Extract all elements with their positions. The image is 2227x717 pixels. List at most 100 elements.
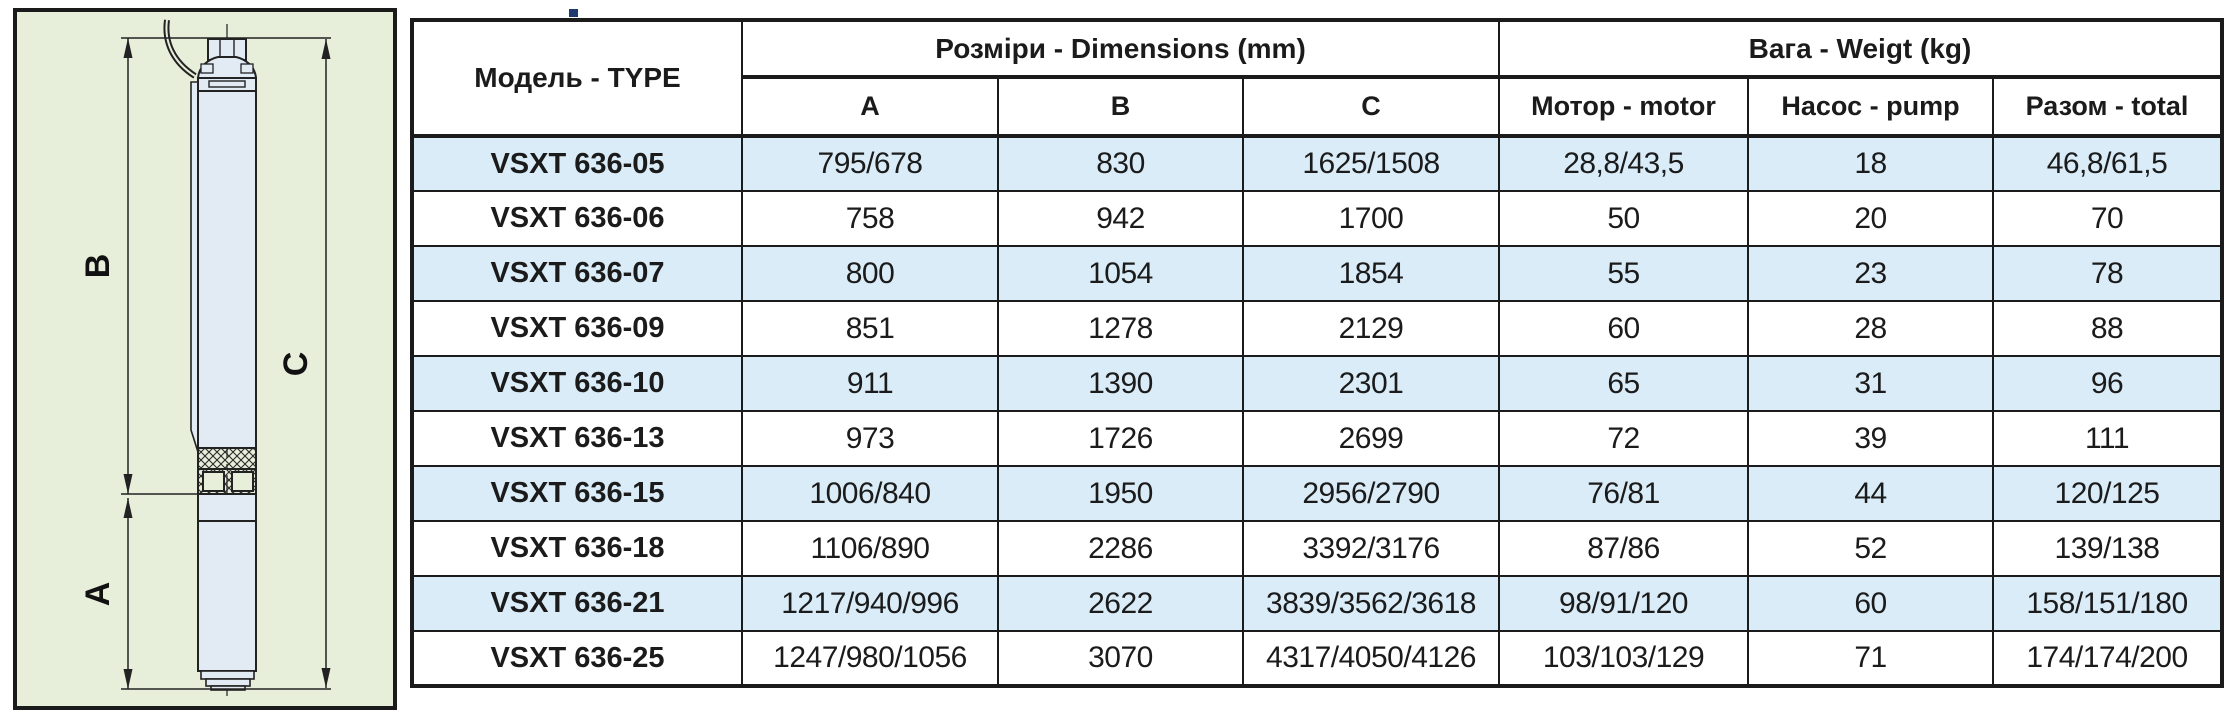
- cell-motor: 103/103/129: [1498, 630, 1749, 687]
- cell-motor: 98/91/120: [1498, 575, 1749, 632]
- cell-motor: 87/86: [1498, 520, 1749, 577]
- cell-pump: 71: [1747, 630, 1994, 687]
- header-col-b: B: [997, 76, 1244, 138]
- arrow-a-bottom: [123, 669, 133, 689]
- cell-c: 1854: [1242, 245, 1500, 302]
- motor-base-step2: [205, 678, 251, 687]
- pump-dimension-diagram: B A C: [13, 8, 397, 710]
- cell-b: 1390: [997, 355, 1244, 412]
- table-row: VSXT 636-18 1106/890 2286 3392/3176 87/86 52 1…: [411, 520, 2224, 577]
- cell-c: 3392/3176: [1242, 520, 1500, 577]
- cell-motor: 60: [1498, 300, 1749, 357]
- cell-motor: 50: [1498, 190, 1749, 247]
- cell-b: 3070: [997, 630, 1244, 687]
- intake-port-right: [231, 471, 254, 492]
- header-col-total: Разом - total: [1991, 76, 2224, 138]
- intake-port-left: [202, 471, 225, 492]
- table-row: VSXT 636-05 795/678 830 1625/1508 28,8/43,5 1…: [411, 135, 2224, 192]
- header-col-a: A: [741, 76, 999, 138]
- cell-c: 1625/1508: [1242, 135, 1500, 192]
- discharge-plate: [197, 77, 257, 92]
- cell-pump: 23: [1747, 245, 1994, 302]
- cell-model: VSXT 636-18: [411, 520, 743, 577]
- cell-c: 2956/2790: [1242, 465, 1500, 522]
- cell-pump: 20: [1747, 190, 1994, 247]
- cell-a: 1006/840: [741, 465, 999, 522]
- cell-b: 2622: [997, 575, 1244, 632]
- cell-b: 1950: [997, 465, 1244, 522]
- cell-motor: 76/81: [1498, 465, 1749, 522]
- pump-body-upper: [197, 90, 257, 449]
- dim-label-b: B: [79, 254, 117, 279]
- table-row: VSXT 636-09 851 1278 2129 60 28 88: [411, 300, 2224, 357]
- cell-total: 96: [1991, 355, 2224, 412]
- cell-c: 2699: [1242, 410, 1500, 467]
- arrow-c-top: [321, 39, 331, 59]
- head-lug-right: [240, 63, 254, 74]
- header-sub-row: A B C Мотор - motor Насос - pump Разом -…: [412, 76, 2224, 138]
- motor-base-step3: [210, 685, 246, 691]
- strainer-band: [197, 447, 257, 470]
- cell-total: 111: [1991, 410, 2224, 467]
- cell-a: 758: [741, 190, 999, 247]
- cell-a: 1106/890: [741, 520, 999, 577]
- cell-total: 88: [1991, 300, 2224, 357]
- table-row: VSXT 636-25 1247/980/1056 3070 4317/4050/41…: [411, 630, 2224, 687]
- cell-c: 1700: [1242, 190, 1500, 247]
- motor-body: [197, 520, 257, 672]
- table-row: VSXT 636-06 758 942 1700 50 20 70: [411, 190, 2224, 247]
- motor-base-step1: [200, 670, 255, 680]
- cell-model: VSXT 636-06: [411, 190, 743, 247]
- pump-spec-table: Модель - TYPE Розміри - Dimensions (mm) …: [410, 18, 2225, 688]
- cell-model: VSXT 636-05: [411, 135, 743, 192]
- table-row: VSXT 636-07 800 1054 1854 55 23 78: [411, 245, 2224, 302]
- cell-b: 942: [997, 190, 1244, 247]
- cell-total: 174/174/200: [1991, 630, 2224, 687]
- cell-b: 830: [997, 135, 1244, 192]
- arrow-c-bottom: [321, 668, 331, 688]
- cell-model: VSXT 636-13: [411, 410, 743, 467]
- cell-a: 1217/940/996: [741, 575, 999, 632]
- cell-a: 851: [741, 300, 999, 357]
- cell-pump: 44: [1747, 465, 1994, 522]
- cell-pump: 39: [1747, 410, 1994, 467]
- cell-model: VSXT 636-10: [411, 355, 743, 412]
- cell-model: VSXT 636-07: [411, 245, 743, 302]
- cell-pump: 60: [1747, 575, 1994, 632]
- cell-total: 70: [1991, 190, 2224, 247]
- cell-c: 4317/4050/4126: [1242, 630, 1500, 687]
- cell-pump: 28: [1747, 300, 1994, 357]
- cell-a: 973: [741, 410, 999, 467]
- cell-total: 158/151/180: [1991, 575, 2224, 632]
- cell-c: 2301: [1242, 355, 1500, 412]
- table-row: VSXT 636-10 911 1390 2301 65 31 96: [411, 355, 2224, 412]
- header-model: Модель - TYPE: [411, 19, 743, 138]
- stray-dot-mark: [569, 9, 578, 17]
- cell-total: 78: [1991, 245, 2224, 302]
- discharge-slot: [208, 80, 246, 88]
- arrow-b-bottom: [123, 474, 133, 494]
- cell-total: 120/125: [1991, 465, 2224, 522]
- cell-model: VSXT 636-15: [411, 465, 743, 522]
- cell-pump: 52: [1747, 520, 1994, 577]
- header-dimensions-group: Розміри - Dimensions (mm): [741, 19, 1500, 79]
- cell-b: 1278: [997, 300, 1244, 357]
- cell-pump: 31: [1747, 355, 1994, 412]
- arrow-b-top: [123, 38, 133, 58]
- cell-b: 1054: [997, 245, 1244, 302]
- header-weight-group: Вага - Weigt (kg): [1497, 19, 2224, 79]
- motor-coupling: [197, 493, 257, 522]
- pump-schematic: B A C: [79, 19, 331, 696]
- cell-b: 2286: [997, 520, 1244, 577]
- head-lug-left: [200, 63, 214, 74]
- cell-c: 2129: [1242, 300, 1500, 357]
- cell-a: 800: [741, 245, 999, 302]
- cell-motor: 65: [1498, 355, 1749, 412]
- cell-total: 139/138: [1991, 520, 2224, 577]
- cable-guard: [190, 81, 199, 453]
- arrow-a-top: [123, 498, 133, 518]
- cell-model: VSXT 636-25: [411, 630, 743, 687]
- cell-total: 46,8/61,5: [1991, 135, 2224, 192]
- power-cable-inner: [165, 19, 196, 77]
- cell-b: 1726: [997, 410, 1244, 467]
